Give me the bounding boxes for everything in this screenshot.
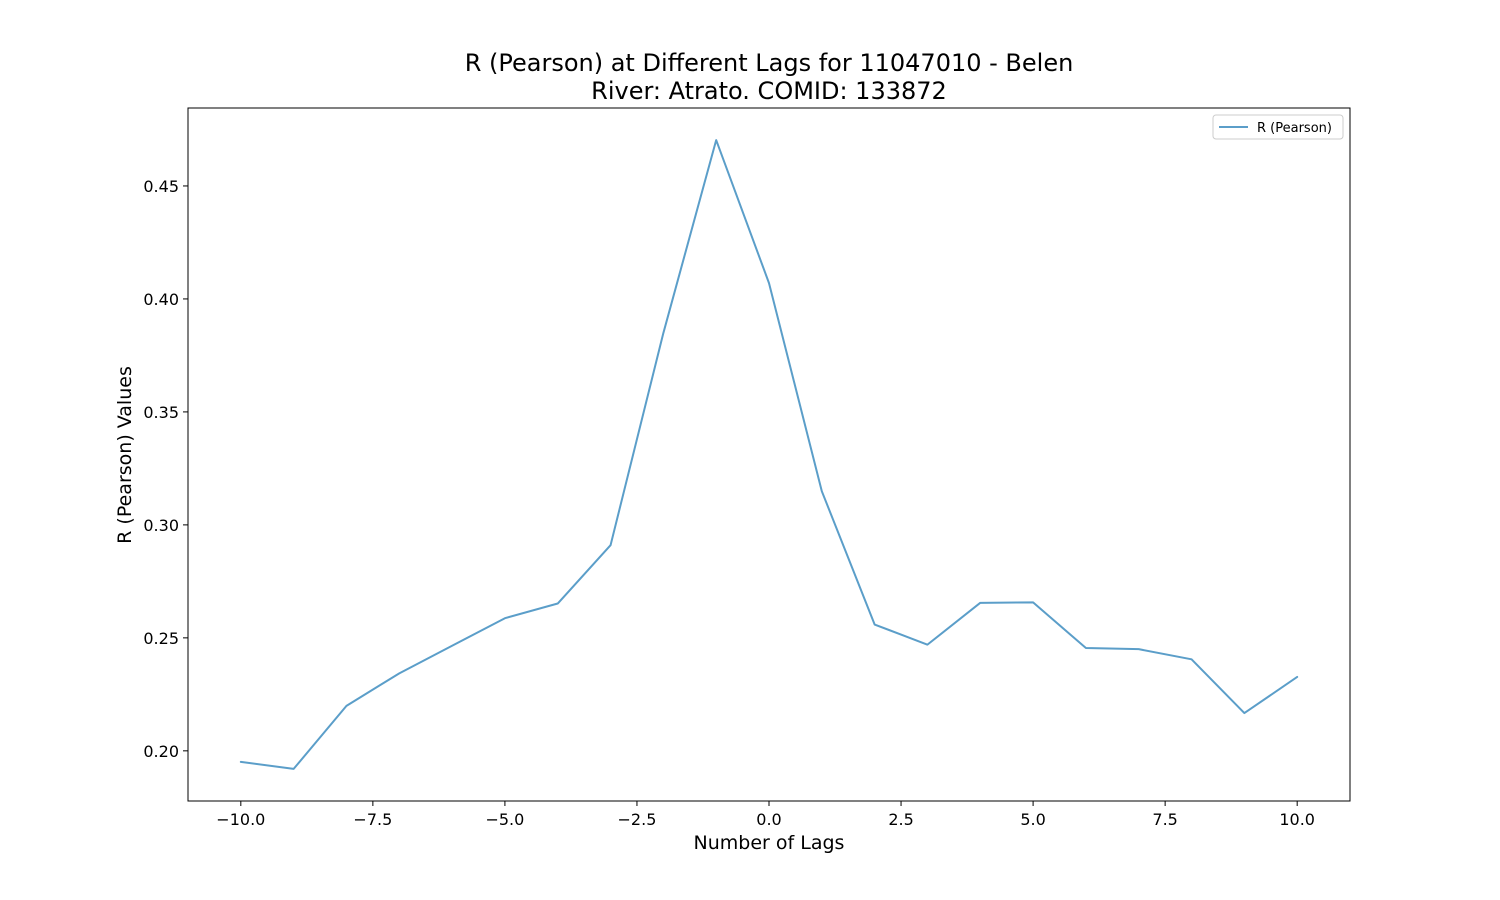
y-tick-label: 0.40 bbox=[143, 290, 179, 309]
x-tick-label: −5.0 bbox=[485, 810, 524, 829]
y-tick-label: 0.30 bbox=[143, 516, 179, 535]
legend-label: R (Pearson) bbox=[1257, 121, 1332, 136]
chart-title-line1: R (Pearson) at Different Lags for 110470… bbox=[465, 49, 1074, 77]
x-tick-label: −10.0 bbox=[216, 810, 265, 829]
x-axis-label: Number of Lags bbox=[694, 832, 845, 854]
x-tick-label: 7.5 bbox=[1152, 810, 1177, 829]
legend-box bbox=[1212, 114, 1344, 140]
legend: R (Pearson) bbox=[1212, 114, 1344, 140]
y-tick-label: 0.25 bbox=[143, 629, 179, 648]
series-line bbox=[239, 139, 1299, 770]
x-tick-label: −2.5 bbox=[618, 810, 657, 829]
x-axis: −10.0 −7.5 −5.0 −2.5 0.0 2.5 5.0 7.5 10.0 bbox=[216, 801, 1315, 829]
y-axis-label: R (Pearson) Values bbox=[114, 366, 136, 544]
y-tick-label: 0.20 bbox=[143, 742, 179, 761]
x-tick-label: 10.0 bbox=[1279, 810, 1315, 829]
x-tick-label: 5.0 bbox=[1020, 810, 1045, 829]
x-tick-label: 2.5 bbox=[888, 810, 913, 829]
y-tick-label: 0.35 bbox=[143, 403, 179, 422]
y-axis: 0.20 0.25 0.30 0.35 0.40 0.45 bbox=[143, 177, 188, 761]
plot-area bbox=[239, 139, 1299, 770]
x-tick-label: 0.0 bbox=[756, 810, 781, 829]
x-tick-label: −7.5 bbox=[353, 810, 392, 829]
y-tick-label: 0.45 bbox=[143, 177, 179, 196]
chart-title-line2: River: Atrato. COMID: 133872 bbox=[591, 77, 947, 105]
